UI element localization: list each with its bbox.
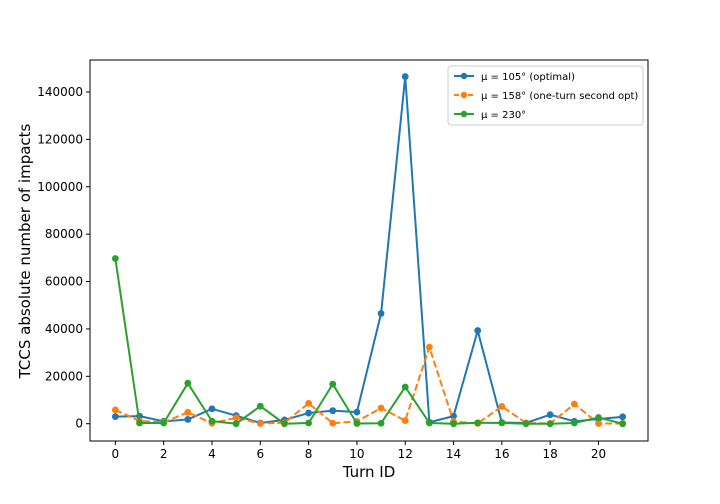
data-point (377, 419, 385, 427)
x-axis-label: Turn ID (342, 463, 396, 481)
data-point (595, 420, 602, 427)
data-point (377, 310, 385, 317)
legend-marker (460, 110, 468, 118)
data-point (160, 419, 168, 427)
x-tick-label: 2 (160, 447, 168, 461)
data-point (619, 420, 627, 428)
data-point (498, 419, 506, 427)
data-point (401, 73, 409, 80)
x-tick-label: 6 (256, 447, 264, 461)
data-point (256, 420, 264, 427)
data-point (111, 255, 119, 262)
data-point (546, 420, 554, 428)
series-line (115, 75, 623, 424)
data-point (111, 406, 119, 414)
y-tick-label: 40000 (45, 322, 83, 336)
data-point (305, 419, 313, 427)
data-point (474, 419, 482, 427)
data-point (329, 419, 337, 427)
data-point (329, 407, 337, 415)
legend-entry: μ = 105° (optimal) (481, 72, 575, 83)
y-axis: 0 20000 40000 60000 80000 100000 120000 140000 (37, 85, 90, 431)
data-point (184, 379, 192, 387)
x-tick-label: 18 (543, 447, 558, 461)
data-point (232, 414, 240, 422)
legend-entry: μ = 158° (one-turn second opt) (481, 91, 638, 102)
x-tick-label: 10 (349, 447, 364, 461)
x-tick-label: 0 (112, 447, 120, 461)
y-tick-label: 140000 (37, 85, 83, 99)
y-axis-label: TCCS absolute number of impacts (16, 123, 34, 379)
data-point (401, 417, 409, 425)
x-tick-label: 12 (398, 447, 413, 461)
data-point (474, 327, 482, 334)
data-point (232, 420, 240, 428)
series-line (114, 258, 623, 425)
data-point (570, 419, 578, 427)
data-point (522, 420, 530, 428)
x-tick-label: 16 (494, 447, 509, 461)
x-tick-label: 4 (208, 447, 216, 461)
data-point (570, 400, 578, 408)
data-point (498, 403, 506, 410)
data-point (208, 405, 216, 413)
data-point (329, 380, 337, 388)
data-point (208, 417, 216, 425)
series-3 (111, 255, 627, 428)
data-point (546, 411, 554, 419)
series-layer (111, 73, 627, 428)
y-tick-label: 60000 (45, 275, 83, 289)
data-point (184, 408, 192, 416)
data-point (377, 404, 385, 412)
legend-box (447, 65, 644, 126)
x-tick-label: 8 (305, 447, 313, 461)
x-axis: 0 2 4 6 8 10 12 14 16 18 20 (112, 441, 606, 461)
data-point (305, 409, 313, 417)
data-point (136, 419, 143, 427)
y-tick-label: 20000 (45, 369, 83, 383)
data-point (305, 399, 313, 407)
series-line (114, 346, 623, 425)
data-point (425, 343, 433, 351)
legend-marker (460, 91, 468, 99)
data-point (256, 402, 264, 410)
data-point (111, 413, 119, 420)
data-point (353, 420, 361, 427)
data-point (450, 420, 457, 428)
data-point (619, 413, 627, 421)
data-point (184, 416, 192, 423)
data-point (595, 414, 602, 421)
data-point (281, 420, 288, 428)
x-tick-label: 20 (591, 447, 606, 461)
data-point (425, 419, 433, 427)
y-tick-label: 100000 (37, 180, 83, 194)
legend-entry: μ = 230° (481, 110, 526, 121)
x-tick-label: 14 (446, 447, 461, 461)
y-tick-label: 80000 (45, 227, 83, 241)
y-tick-label: 120000 (37, 132, 83, 146)
legend-marker (460, 72, 468, 80)
data-point (353, 408, 361, 416)
data-point (401, 383, 409, 391)
y-tick-label: 0 (75, 417, 83, 431)
legend: μ = 105° (optimal) μ = 158° (one-turn sec… (447, 65, 644, 126)
